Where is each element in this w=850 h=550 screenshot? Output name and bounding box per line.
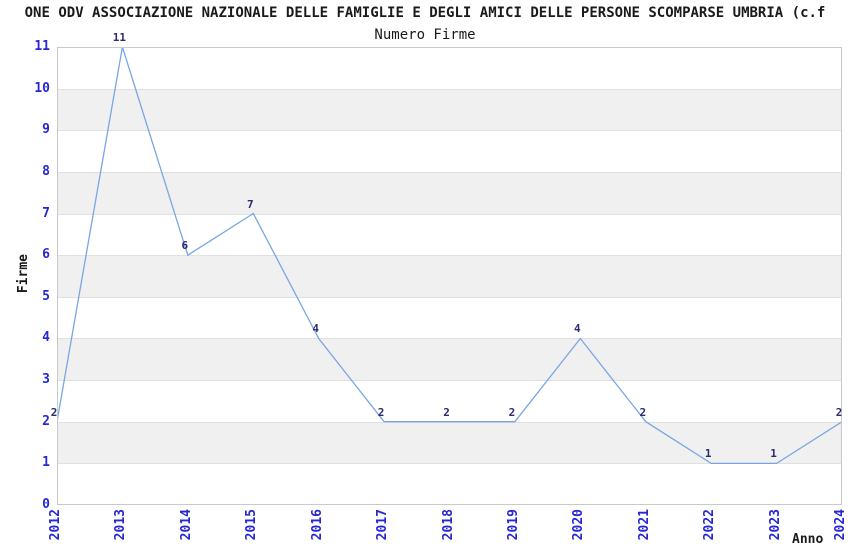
y-tick-label: 11 (34, 39, 50, 54)
y-tick-label: 3 (42, 372, 50, 388)
plot-area (57, 47, 842, 505)
x-tick-label: 2013 (113, 509, 129, 541)
gridline (58, 130, 841, 132)
point-label: 7 (246, 197, 254, 211)
point-label: 2 (50, 405, 58, 419)
point-label: 4 (574, 322, 581, 336)
x-tick-label: 2020 (571, 509, 587, 541)
point-label: 1 (704, 447, 712, 461)
y-tick-label: 5 (42, 288, 50, 304)
y-tick-label: 10 (34, 80, 50, 96)
y-tick-label: 4 (42, 330, 50, 346)
gridline (58, 213, 841, 215)
grid-band (58, 338, 841, 381)
line-series (58, 48, 841, 465)
x-tick-label: 2022 (702, 509, 718, 541)
point-label: 2 (377, 405, 385, 419)
x-tick-label: 2024 (833, 509, 848, 541)
point-label: 4 (312, 322, 319, 336)
y-tick-label: 2 (42, 413, 50, 429)
gridline (58, 338, 841, 340)
y-tick-label: 9 (42, 122, 50, 138)
chart-subtitle: Numero Firme (374, 27, 476, 43)
grid-band (58, 255, 841, 297)
x-tick-label: 2019 (505, 509, 521, 541)
x-tick-label: 2023 (767, 509, 783, 541)
series-canvas (58, 48, 841, 465)
y-tick-label: 0 (42, 497, 50, 512)
x-tick-label: 2015 (244, 509, 260, 541)
x-axis-title: Anno (792, 532, 824, 547)
x-tick-label: 2021 (636, 509, 652, 541)
y-tick-label: 7 (42, 205, 50, 221)
chart-title: ONE ODV ASSOCIAZIONE NAZIONALE DELLE FAM… (24, 5, 826, 21)
x-tick-label: 2014 (178, 509, 194, 541)
grid-band (58, 171, 841, 214)
point-label: 1 (770, 447, 777, 461)
point-label: 2 (508, 405, 516, 419)
grid-band (58, 88, 841, 131)
point-label: 6 (181, 239, 189, 253)
x-tick-label: 2017 (375, 509, 391, 541)
gridline (58, 463, 841, 465)
point-label: 2 (835, 405, 843, 419)
x-tick-label: 2012 (48, 509, 63, 541)
grid-band (58, 421, 841, 464)
point-label: 2 (639, 405, 647, 419)
gridline (58, 88, 841, 90)
x-tick-label: 2016 (309, 509, 325, 541)
gridline (58, 380, 841, 382)
x-tick-label: 2018 (440, 509, 456, 541)
point-label: 2 (443, 405, 450, 419)
gridline (58, 255, 841, 257)
point-label: 11 (112, 31, 127, 44)
y-tick-label: 8 (42, 163, 50, 179)
y-tick-label: 1 (42, 455, 50, 471)
gridline (58, 296, 841, 298)
y-tick-label: 6 (42, 247, 50, 263)
gridline (58, 171, 841, 173)
